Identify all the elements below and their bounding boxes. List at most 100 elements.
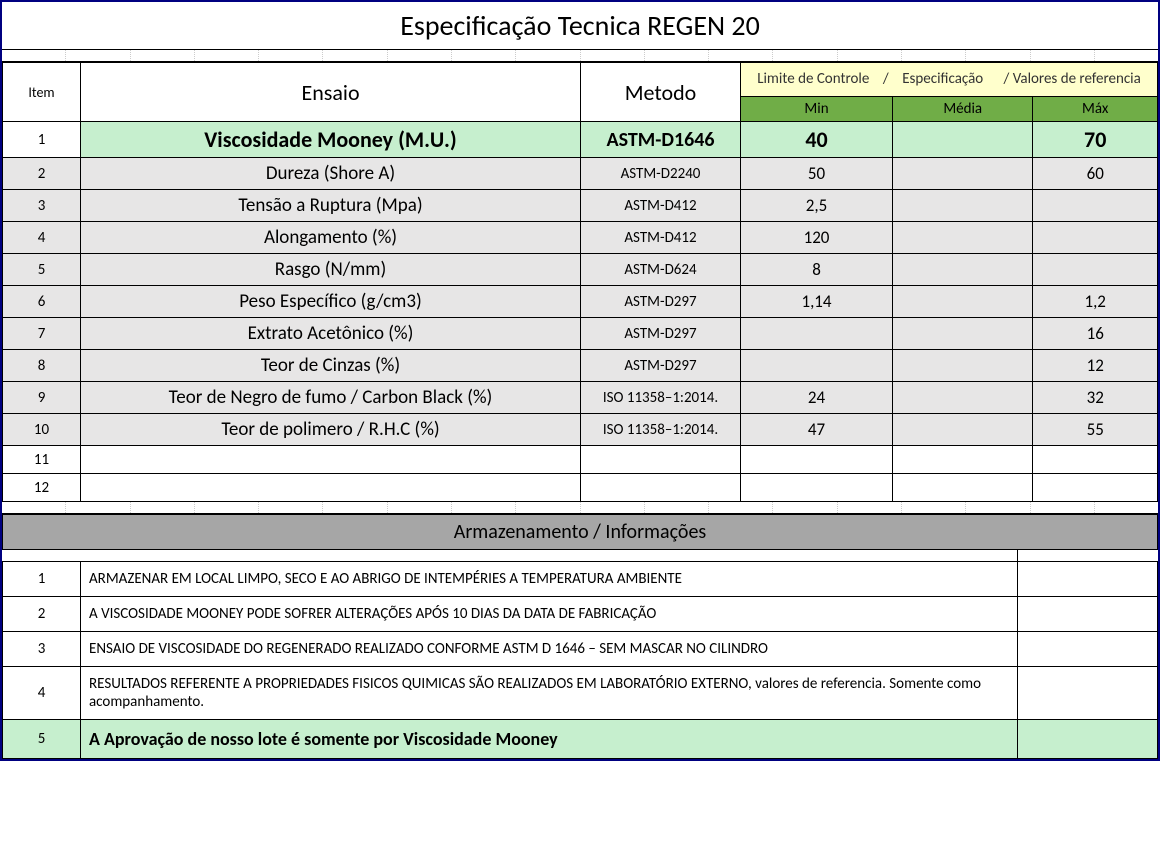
- col-ensaio: Ensaio: [81, 63, 581, 122]
- cell-item: 7: [3, 318, 81, 350]
- cell-min: 8: [741, 254, 893, 286]
- cell-ensaio: Dureza (Shore A): [81, 158, 581, 190]
- cell-max: [1033, 474, 1158, 502]
- cell-max: 70: [1033, 122, 1158, 158]
- cell-max: 60: [1033, 158, 1158, 190]
- cell-metodo: ASTM-D297: [581, 286, 741, 318]
- info-row: 3ENSAIO DE VISCOSIDADE DO REGENERADO REA…: [3, 632, 1158, 667]
- col-item: Item: [3, 63, 81, 122]
- cell-ensaio: [81, 446, 581, 474]
- cell-item: 12: [3, 474, 81, 502]
- cell-metodo: ASTM-D412: [581, 222, 741, 254]
- cell-max: 55: [1033, 414, 1158, 446]
- cell-max: 1,2: [1033, 286, 1158, 318]
- cell-pad: [1018, 667, 1158, 720]
- info-row: 5A Aprovação de nosso lote é somente por…: [3, 720, 1158, 759]
- cell-item: 1: [3, 562, 81, 597]
- cell-text: ENSAIO DE VISCOSIDADE DO REGENERADO REAL…: [81, 632, 1018, 667]
- col-min: Min: [741, 97, 893, 122]
- spec-table: Item Ensaio Metodo Limite de Controle / …: [2, 62, 1158, 502]
- cell-max: [1033, 222, 1158, 254]
- table-row: 2Dureza (Shore A)ASTM-D224050 60: [3, 158, 1158, 190]
- cell-ensaio: Teor de Cinzas (%): [81, 350, 581, 382]
- cell-metodo: [581, 474, 741, 502]
- cell-min: 2,5: [741, 190, 893, 222]
- cell-pad: [1018, 562, 1158, 597]
- info-table: Armazenamento / Informações 1ARMAZENAR E…: [2, 514, 1158, 759]
- cell-item: 10: [3, 414, 81, 446]
- cell-item: 1: [3, 122, 81, 158]
- col-max: Máx: [1033, 97, 1158, 122]
- cell-media: [893, 474, 1033, 502]
- cell-ensaio: [81, 474, 581, 502]
- cell-text: ARMAZENAR EM LOCAL LIMPO, SECO E AO ABRI…: [81, 562, 1018, 597]
- cell-min: [741, 350, 893, 382]
- cell-media: [893, 190, 1033, 222]
- cell-min: 40: [741, 122, 893, 158]
- cell-pad: [1018, 597, 1158, 632]
- cell-min: 24: [741, 382, 893, 414]
- cell-item: 11: [3, 446, 81, 474]
- section-title: Armazenamento / Informações: [3, 515, 1158, 550]
- cell-item: 4: [3, 222, 81, 254]
- info-row: 1ARMAZENAR EM LOCAL LIMPO, SECO E AO ABR…: [3, 562, 1158, 597]
- cell-max: [1033, 446, 1158, 474]
- table-row: 10Teor de polimero / R.H.C (%)ISO 11358–…: [3, 414, 1158, 446]
- spacer: [2, 502, 1158, 514]
- header-row: Item Ensaio Metodo Limite de Controle / …: [3, 63, 1158, 97]
- cell-media: [893, 350, 1033, 382]
- cell-item: 2: [3, 158, 81, 190]
- cell-metodo: ASTM-D1646: [581, 122, 741, 158]
- cell-item: 9: [3, 382, 81, 414]
- table-row: 8Teor de Cinzas (%)ASTM-D29712: [3, 350, 1158, 382]
- col-limite: Limite de Controle / Especificação / Val…: [741, 63, 1158, 97]
- info-row: 2A VISCOSIDADE MOONEY PODE SOFRER ALTERA…: [3, 597, 1158, 632]
- cell-min: 120: [741, 222, 893, 254]
- cell-item: 3: [3, 632, 81, 667]
- cell-ensaio: Viscosidade Mooney (M.U.): [81, 122, 581, 158]
- cell-text: A VISCOSIDADE MOONEY PODE SOFRER ALTERAÇ…: [81, 597, 1018, 632]
- cell-max: 32: [1033, 382, 1158, 414]
- cell-metodo: [581, 446, 741, 474]
- table-row: 1Viscosidade Mooney (M.U.)ASTM-D164640 70: [3, 122, 1158, 158]
- cell-metodo: ASTM-D412: [581, 190, 741, 222]
- cell-text: A Aprovação de nosso lote é somente por …: [81, 720, 1018, 759]
- cell-pad: [1018, 720, 1158, 759]
- cell-max: 12: [1033, 350, 1158, 382]
- cell-min: [741, 474, 893, 502]
- cell-pad: [1018, 632, 1158, 667]
- cell-metodo: ASTM-D297: [581, 318, 741, 350]
- cell-max: [1033, 254, 1158, 286]
- cell-item: 6: [3, 286, 81, 318]
- cell-ensaio: Teor de polimero / R.H.C (%): [81, 414, 581, 446]
- cell-text: RESULTADOS REFERENTE A PROPRIEDADES FISI…: [81, 667, 1018, 720]
- col-metodo: Metodo: [581, 63, 741, 122]
- table-row: 6Peso Específico (g/cm3)ASTM-D2971,14 1,2: [3, 286, 1158, 318]
- table-row: 4Alongamento (%)ASTM-D412120: [3, 222, 1158, 254]
- cell-metodo: ISO 11358–1:2014.: [581, 414, 741, 446]
- cell-ensaio: Tensão a Ruptura (Mpa): [81, 190, 581, 222]
- cell-media: [893, 382, 1033, 414]
- table-row: 9Teor de Negro de fumo / Carbon Black (%…: [3, 382, 1158, 414]
- spacer: [2, 50, 1158, 62]
- cell-item: 5: [3, 254, 81, 286]
- page-title: Especificação Tecnica REGEN 20: [2, 2, 1158, 50]
- cell-metodo: ASTM-D624: [581, 254, 741, 286]
- cell-min: [741, 446, 893, 474]
- cell-metodo: ASTM-D2240: [581, 158, 741, 190]
- cell-media: [893, 254, 1033, 286]
- cell-ensaio: Teor de Negro de fumo / Carbon Black (%): [81, 382, 581, 414]
- table-row: 3Tensão a Ruptura (Mpa)ASTM-D4122,5: [3, 190, 1158, 222]
- cell-item: 4: [3, 667, 81, 720]
- cell-item: 2: [3, 597, 81, 632]
- cell-item: 5: [3, 720, 81, 759]
- cell-min: 50: [741, 158, 893, 190]
- cell-min: [741, 318, 893, 350]
- cell-media: [893, 158, 1033, 190]
- cell-metodo: ASTM-D297: [581, 350, 741, 382]
- cell-max: 16: [1033, 318, 1158, 350]
- cell-min: 1,14: [741, 286, 893, 318]
- cell-media: [893, 122, 1033, 158]
- cell-ensaio: Peso Específico (g/cm3): [81, 286, 581, 318]
- table-row: 11: [3, 446, 1158, 474]
